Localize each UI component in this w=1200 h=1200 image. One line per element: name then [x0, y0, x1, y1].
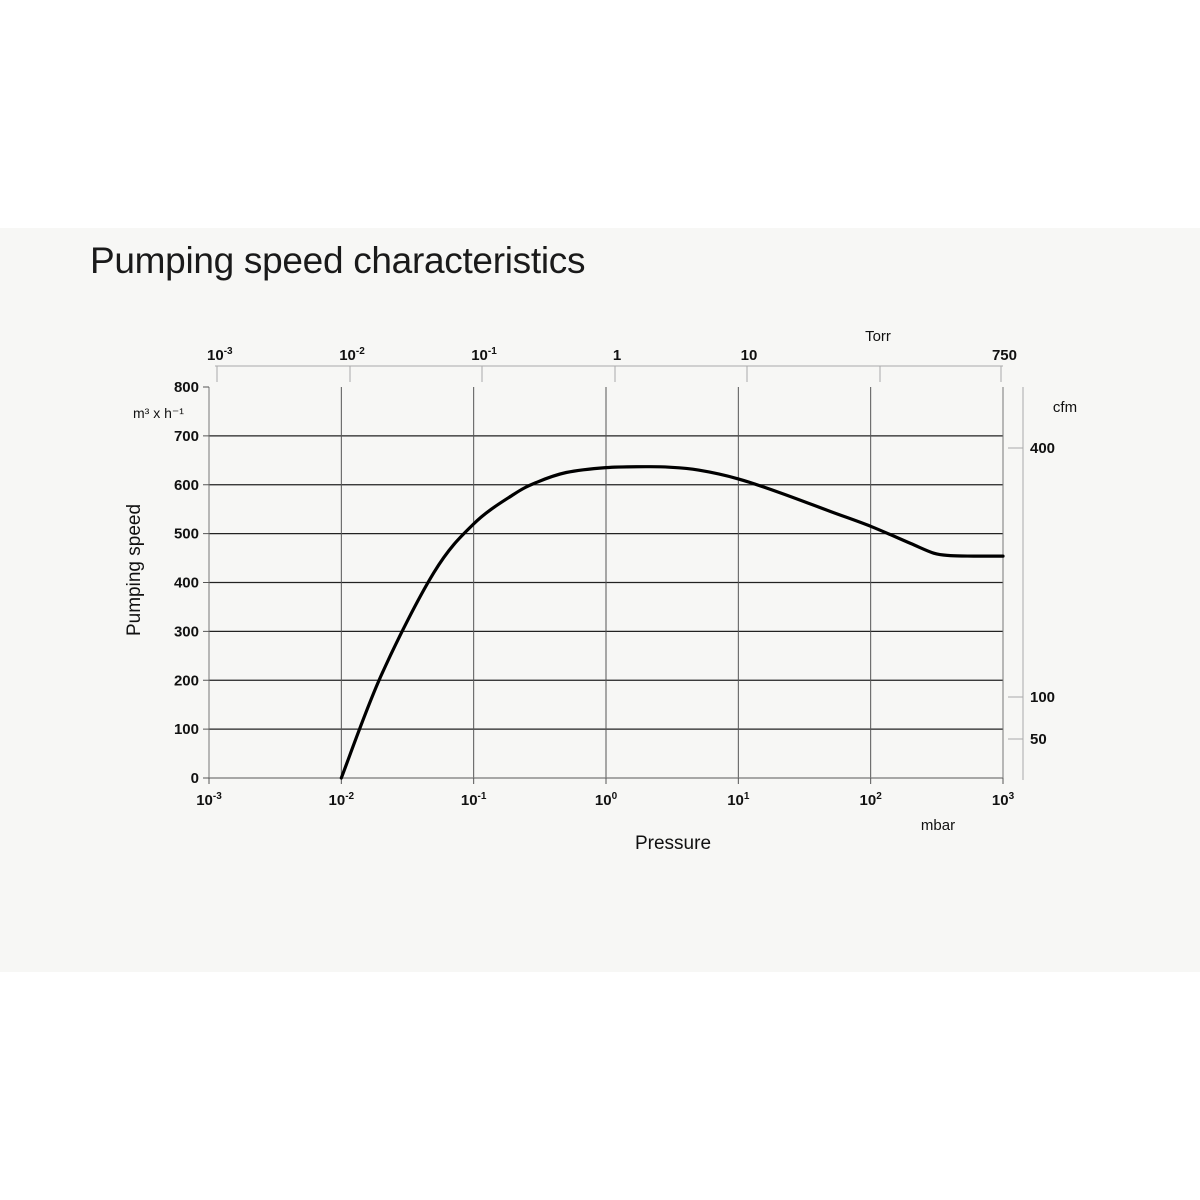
x-tick-label: 10-3 [196, 791, 222, 809]
cfm-tick-label: 50 [1030, 731, 1047, 748]
y-tick-label: 600 [174, 477, 199, 494]
y-tick-label: 700 [174, 428, 199, 445]
right-axis-unit-label: cfm [1053, 399, 1077, 416]
chart-panel [0, 228, 1200, 972]
cfm-tick-label: 400 [1030, 440, 1055, 457]
y-tick-label: 800 [174, 379, 199, 396]
x-axis-label: Pressure [635, 833, 711, 854]
y-axis: 0 100 200 300 400 500 600 700 800 [174, 379, 209, 787]
y-tick-label: 0 [191, 770, 199, 787]
x-tick-label: 100 [595, 791, 618, 809]
y-axis-label: Pumping speed [124, 504, 145, 636]
cfm-tick-label: 100 [1030, 689, 1055, 706]
x-unit-label: mbar [921, 817, 955, 834]
torr-tick-label: 10-2 [339, 346, 365, 364]
x-tick-label: 10-1 [461, 791, 487, 809]
y-tick-label: 400 [174, 575, 199, 592]
grid-lines [209, 387, 1003, 778]
series-layer [339, 465, 1005, 780]
torr-tick-label: 10 [741, 347, 758, 364]
y-tick-label: 100 [174, 721, 199, 738]
chart-title: Pumping speed characteristics [90, 240, 586, 281]
y-tick-label: 200 [174, 672, 199, 689]
x-tick-label: 103 [992, 791, 1015, 809]
y-unit-label: m³ x h⁻¹ [133, 405, 184, 421]
y-tick-label: 500 [174, 526, 199, 543]
top-axis-unit-label: Torr [865, 328, 891, 345]
x-tick-label: 101 [727, 791, 750, 809]
torr-tick-label: 10-1 [471, 346, 497, 364]
torr-tick-label: 1 [613, 347, 621, 364]
cfm-axis: 400 100 50 [1008, 387, 1055, 780]
torr-axis: 10-3 10-2 10-1 1 10 750 [207, 346, 1017, 382]
pumping-speed-line [339, 465, 1005, 780]
torr-tick-label: 750 [992, 347, 1017, 364]
y-tick-label: 300 [174, 623, 199, 640]
x-tick-label: 10-2 [329, 791, 355, 809]
torr-tick-label: 10-3 [207, 346, 233, 364]
x-axis: 10-3 10-2 10-1 100 101 102 103 [196, 778, 1015, 809]
x-tick-label: 102 [860, 791, 883, 809]
